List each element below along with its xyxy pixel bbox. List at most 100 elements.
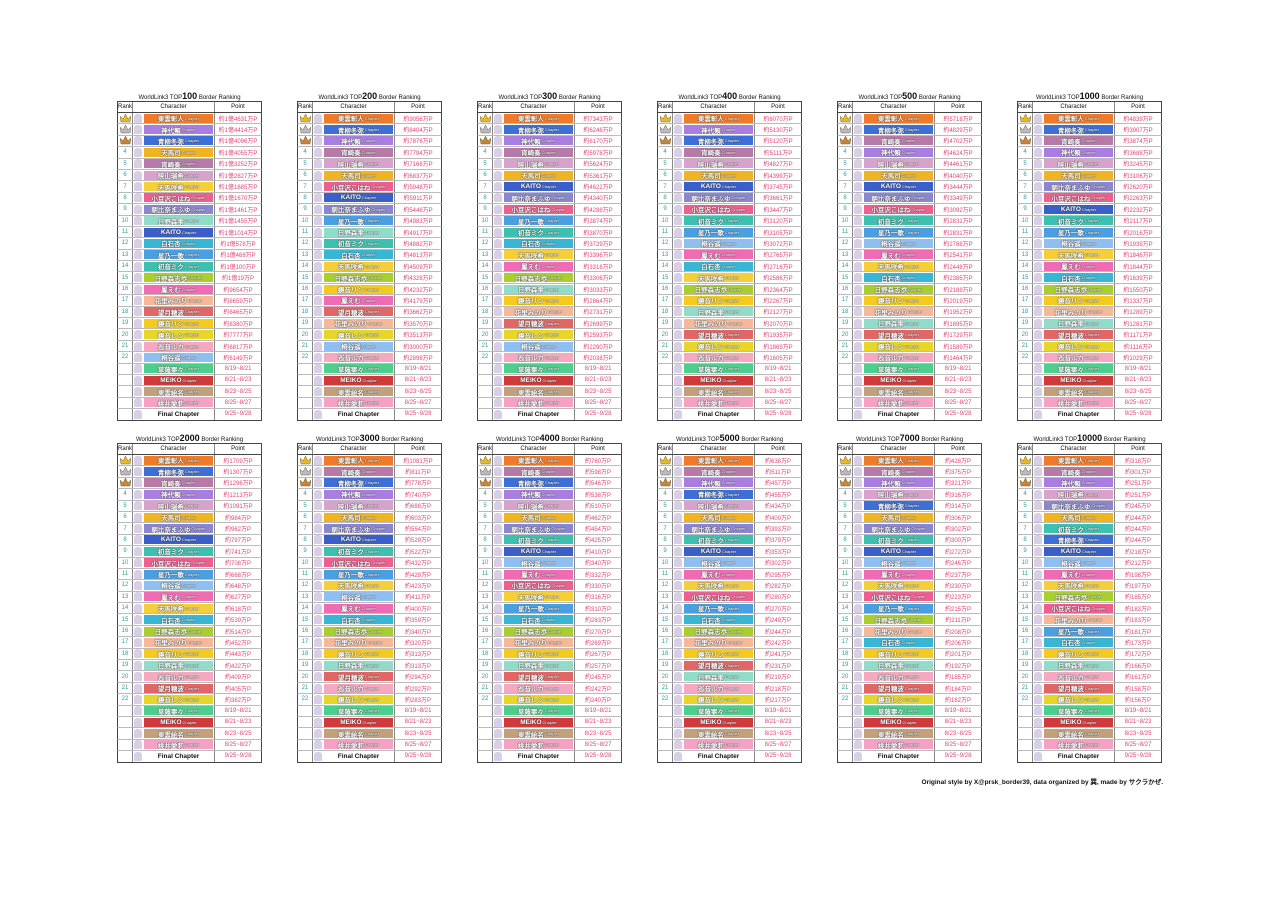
character-icon <box>494 125 502 135</box>
point-cell: 約353万P <box>764 549 791 556</box>
rank-cell: 16 <box>478 625 493 637</box>
rank-cell: 8 <box>658 534 673 546</box>
rank-cell <box>478 728 493 739</box>
rank-cell <box>1018 455 1033 466</box>
table-title: WorldLink3 TOP3000 Border Ranking <box>297 434 442 444</box>
chapter-label: Chapter <box>362 719 377 725</box>
character-bar: 星乃一歌 Chapter <box>504 603 573 613</box>
chapter-label: Chapter <box>361 195 377 201</box>
character-cell: 花里みのり Chapter <box>493 637 575 648</box>
point-cell: 約208万P <box>944 629 971 636</box>
chapter-label: Chapter <box>1084 662 1100 668</box>
point-cell: 約201万P <box>944 652 971 659</box>
character-icon <box>854 603 862 613</box>
crown-shape <box>839 136 851 145</box>
character-cell: 神代類 Chapter <box>1033 477 1115 489</box>
rank-cell: 11 <box>1018 226 1033 238</box>
point-cell: 約1029万P <box>1123 355 1153 362</box>
chapter-label: Chapter <box>551 526 566 532</box>
chapter-label: Chapter <box>544 605 560 611</box>
character-bar: 星乃一歌 Chapter <box>504 216 573 226</box>
table-row: 15 白石杏 Chapter 約283万P <box>477 614 622 626</box>
chapter-label: Chapter <box>184 742 200 748</box>
table-row: 22 鏡音レン Chapter 約382万P <box>117 694 262 706</box>
point-cell: 約1億4096万P <box>218 139 258 146</box>
character-cell: 暁山瑞希 Chapter <box>673 158 755 169</box>
character-icon <box>314 649 322 659</box>
character-name: 鏡音レン <box>877 697 904 704</box>
title-suffix: Border Ranking <box>921 437 964 443</box>
table-row: 宵崎奏 Chapter 約3874万P <box>1017 135 1162 148</box>
character-bar: 鏡音リン Chapter <box>144 649 213 659</box>
table-row: MEIKO Chapter 8/21~8/23 <box>297 374 442 387</box>
point-cell: 約242万P <box>764 640 791 647</box>
character-icon <box>1034 615 1042 625</box>
character-name: 星乃一歌 <box>1057 629 1084 636</box>
character-icon <box>134 125 142 135</box>
table-row: 17 鏡音リン Chapter 約2267万P <box>657 295 802 307</box>
character-name: MEIKO <box>1060 376 1082 384</box>
point-cell: 8/19~8/21 <box>584 365 612 372</box>
character-icon <box>134 729 142 739</box>
table-row: 東雲彰人 Chapter 約9056万P <box>297 113 442 125</box>
rank-cell: 8 <box>298 534 313 546</box>
chapter-label: Chapter <box>364 389 380 395</box>
chapter-label: Chapter <box>364 332 380 338</box>
character-cell: 日野森雫 Chapter <box>493 660 575 671</box>
header-cell: Rank <box>298 102 313 112</box>
table-row: 9 KAITO Chapter 約218万P <box>1017 546 1162 558</box>
character-bar: 鳳えむ Chapter <box>144 592 213 602</box>
table-row: 18 鏡音リン Chapter 約443万P <box>117 648 262 661</box>
character-name: 暁山瑞希 <box>1057 492 1084 499</box>
character-name: 白石杏 <box>1061 640 1081 647</box>
character-name: 東雲彰人 <box>697 116 724 123</box>
character-cell: KAITO Chapter <box>133 226 215 238</box>
rank-cell <box>298 363 313 374</box>
table-row: 6 天馬司 Chapter 約3106万P <box>1017 169 1162 182</box>
title-number: 400 <box>722 91 738 101</box>
point-cell: 約1171万P <box>1123 333 1153 340</box>
chapter-label: Chapter <box>544 731 560 737</box>
chapter-label: Chapter <box>904 320 920 326</box>
chapter-label: Chapter <box>904 354 920 360</box>
character-cell: 青柳冬弥 Chapter <box>133 135 215 147</box>
point-cell: 8/21~8/23 <box>764 719 792 726</box>
rank-cell: 21 <box>298 682 313 694</box>
point-cell: 約310万P <box>584 606 611 613</box>
chapter-label: Chapter <box>724 685 740 691</box>
point-cell: 約3447万P <box>763 207 793 214</box>
character-name: 鳳えむ <box>1061 264 1081 271</box>
chapter-label: Chapter <box>901 548 917 554</box>
character-bar: 天馬司 Chapter <box>324 512 393 522</box>
character-bar: 東雲絵名 Chapter <box>504 729 573 739</box>
character-bar: Final Chapter <box>504 410 573 419</box>
rank-cell <box>658 409 673 420</box>
point-cell: 約2127万P <box>763 310 793 317</box>
rank-cell <box>1018 113 1033 124</box>
table-row: 13 白石杏 Chapter 約4813万P <box>297 249 442 262</box>
chapter-label: Chapter <box>544 229 560 235</box>
rank-cell: 14 <box>478 603 493 614</box>
chapter-label: Chapter <box>368 320 383 326</box>
chapter-label: Chapter <box>1084 389 1100 395</box>
point-cell: 約3033万P <box>583 287 613 294</box>
character-name: 星乃一歌 <box>697 230 724 237</box>
point-cell: 9/25~9/28 <box>404 411 432 418</box>
character-name: 青柳冬弥 <box>517 480 544 488</box>
table-row: Final Chapter 9/25~9/28 <box>1017 409 1162 421</box>
character-bar: 小豆沢こはね Chapter <box>504 580 573 590</box>
character-name: 鏡音レン <box>157 697 184 704</box>
character-name: 桃井愛莉 <box>517 742 544 750</box>
chapter-label: Chapter <box>724 218 740 224</box>
character-icon <box>674 113 682 123</box>
table-row: Final Chapter 9/25~9/28 <box>477 409 622 421</box>
character-icon <box>314 637 322 647</box>
character-bar: 日野森雫 Chapter <box>504 660 573 670</box>
character-name: 暁山瑞希 <box>697 503 724 511</box>
rank-crown <box>299 455 311 464</box>
character-bar: 天馬司 Chapter <box>324 170 393 180</box>
character-cell: 宵崎奏 Chapter <box>673 147 755 158</box>
character-bar: 巡音ルカ Chapter <box>1044 672 1113 682</box>
header-row: Rank Character Point <box>477 443 622 455</box>
table-row: Final Chapter 9/25~9/28 <box>837 409 982 421</box>
